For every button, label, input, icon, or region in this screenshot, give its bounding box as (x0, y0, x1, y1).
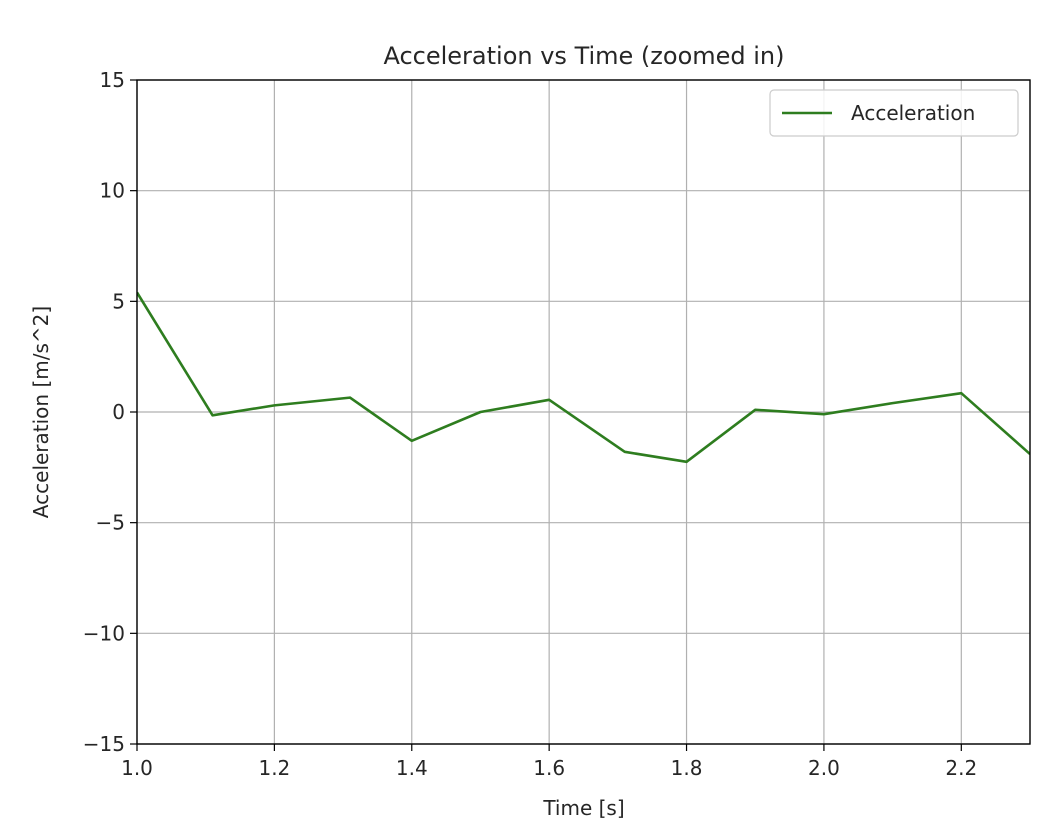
x-tick-label: 1.4 (396, 756, 428, 780)
legend-box (769, 89, 1019, 137)
x-tick-label: 1.8 (671, 756, 703, 780)
x-tick-label: 2.0 (808, 756, 840, 780)
x-tick-label: 1.0 (121, 756, 153, 780)
legend-label: Acceleration (851, 101, 975, 125)
plot-frame (136, 79, 1031, 745)
x-tick-label: 2.2 (945, 756, 977, 780)
y-tick-label: 10 (100, 179, 125, 203)
y-tick-label: 5 (112, 289, 125, 313)
legend: Acceleration (769, 89, 1019, 137)
series-layer (137, 291, 1030, 464)
y-tick-label: 0 (112, 400, 125, 424)
y-tick-label: −10 (83, 621, 125, 645)
series-line-acceleration (137, 291, 1030, 464)
y-tick-label: 15 (100, 68, 125, 92)
chart-title: Acceleration vs Time (zoomed in) (383, 42, 784, 70)
x-tick-label: 1.6 (533, 756, 565, 780)
y-tick-label: −5 (96, 511, 125, 535)
x-axis-label: Time [s] (542, 796, 624, 820)
y-tick-label: −15 (83, 732, 125, 756)
ticks: 1.0 1.2 1.4 1.6 1.8 2.0 2.2 −15 −10 −5 0 5 10 15 (83, 68, 977, 780)
y-axis-label: Acceleration [m/s^2] (29, 306, 53, 518)
x-tick-label: 1.2 (258, 756, 290, 780)
